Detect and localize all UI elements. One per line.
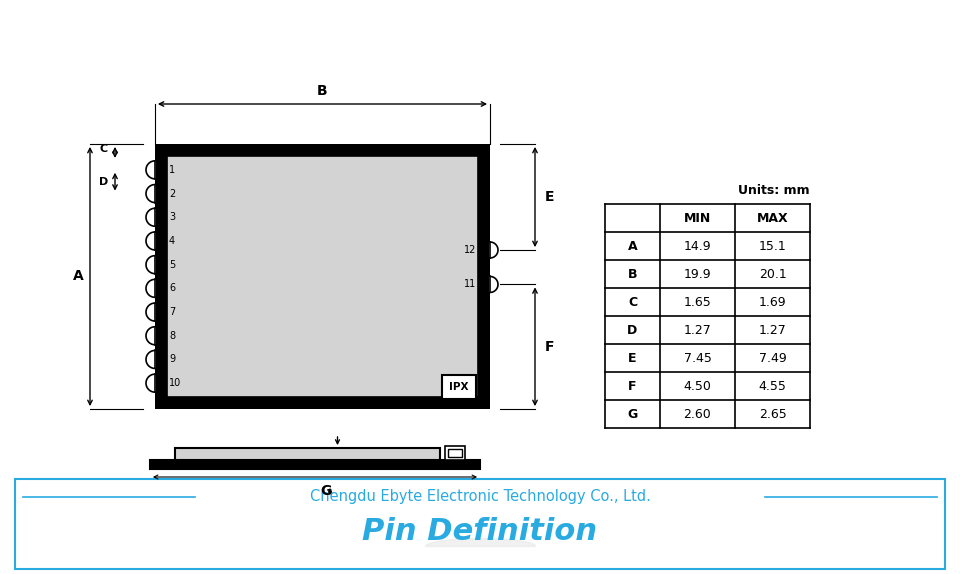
- Text: 7: 7: [169, 307, 176, 317]
- Polygon shape: [490, 277, 498, 292]
- Text: MIN: MIN: [684, 211, 711, 224]
- Polygon shape: [146, 185, 155, 203]
- Text: G: G: [628, 408, 637, 421]
- Bar: [150, 460, 480, 469]
- Text: 4.55: 4.55: [758, 379, 786, 393]
- Bar: [445, 446, 465, 460]
- Text: 3: 3: [169, 212, 175, 222]
- Text: D: D: [100, 177, 108, 187]
- Polygon shape: [146, 374, 155, 392]
- Text: C: C: [100, 145, 108, 154]
- Text: B: B: [628, 267, 637, 281]
- Text: 2: 2: [169, 188, 176, 199]
- Text: 1: 1: [169, 165, 175, 175]
- Polygon shape: [146, 255, 155, 274]
- Text: 9: 9: [169, 355, 175, 364]
- Bar: [15, 479, 945, 569]
- Text: IPX: IPX: [449, 382, 468, 392]
- Text: 15.1: 15.1: [758, 239, 786, 253]
- Bar: [167, 156, 478, 397]
- Polygon shape: [490, 242, 498, 258]
- Text: 5: 5: [169, 259, 176, 270]
- Text: C: C: [628, 296, 637, 308]
- Polygon shape: [146, 351, 155, 369]
- Text: E: E: [628, 351, 636, 364]
- Text: B: B: [317, 84, 327, 98]
- Text: 1.27: 1.27: [758, 324, 786, 336]
- Text: F: F: [544, 340, 554, 354]
- Text: Chengdu Ebyte Electronic Technology Co., Ltd.: Chengdu Ebyte Electronic Technology Co.,…: [309, 490, 651, 505]
- Text: 11: 11: [464, 280, 476, 289]
- Polygon shape: [146, 208, 155, 226]
- Text: G: G: [320, 484, 331, 498]
- Text: 1.69: 1.69: [758, 296, 786, 308]
- Text: 14.9: 14.9: [684, 239, 711, 253]
- Text: MAX: MAX: [756, 211, 788, 224]
- Text: A: A: [628, 239, 637, 253]
- Text: 6: 6: [169, 284, 175, 293]
- Text: 7.45: 7.45: [684, 351, 711, 364]
- Text: 2.65: 2.65: [758, 408, 786, 421]
- Text: Units: mm: Units: mm: [738, 184, 810, 196]
- Text: 4.50: 4.50: [684, 379, 711, 393]
- Text: 7.49: 7.49: [758, 351, 786, 364]
- Polygon shape: [146, 161, 155, 179]
- Text: 1.65: 1.65: [684, 296, 711, 308]
- Text: Pin Definition: Pin Definition: [363, 518, 597, 546]
- Bar: [442, 375, 476, 399]
- Text: 20.1: 20.1: [758, 267, 786, 281]
- Text: 8: 8: [169, 331, 175, 341]
- Text: 10: 10: [169, 378, 181, 388]
- Polygon shape: [146, 280, 155, 297]
- Bar: [448, 449, 462, 457]
- Bar: [155, 144, 490, 409]
- Text: 4: 4: [169, 236, 175, 246]
- Text: D: D: [628, 324, 637, 336]
- Polygon shape: [146, 303, 155, 321]
- Bar: [175, 448, 440, 460]
- Text: 19.9: 19.9: [684, 267, 711, 281]
- Text: F: F: [628, 379, 636, 393]
- Text: 1.27: 1.27: [684, 324, 711, 336]
- Text: 2.60: 2.60: [684, 408, 711, 421]
- Text: 12: 12: [464, 245, 476, 255]
- Polygon shape: [146, 232, 155, 250]
- Text: E: E: [544, 190, 554, 204]
- Polygon shape: [146, 327, 155, 345]
- Text: A: A: [73, 270, 84, 284]
